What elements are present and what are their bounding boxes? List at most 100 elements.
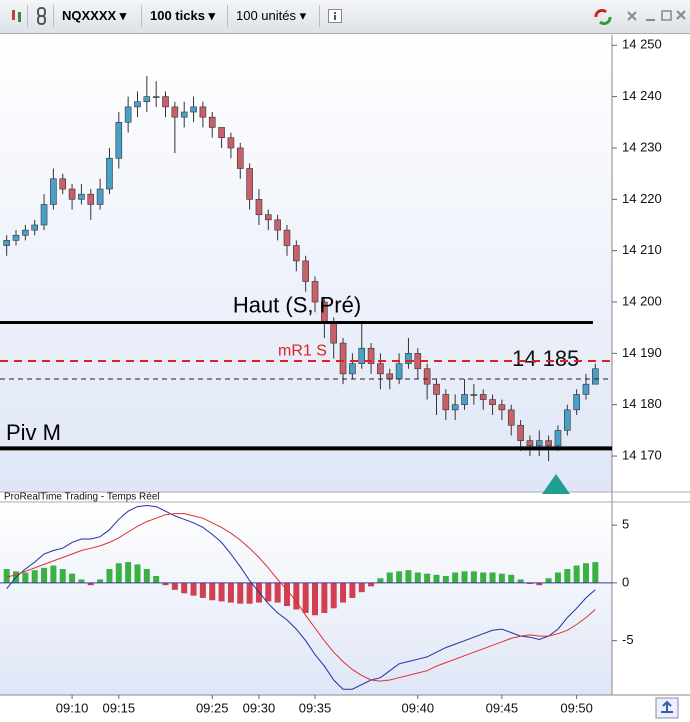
candle-body [59, 178, 67, 190]
candle-body [293, 245, 300, 262]
y-tick-label: 14 250 [622, 37, 662, 52]
link-icon[interactable] [30, 5, 54, 27]
candle-body [563, 409, 571, 431]
histogram-bar [377, 578, 384, 583]
histogram-bar [237, 582, 244, 604]
candle-body [3, 240, 10, 246]
histogram-bar [3, 569, 10, 583]
histogram-bar [97, 579, 104, 583]
histogram-bar [41, 567, 48, 583]
histogram-bar [31, 570, 38, 583]
window-controls[interactable] [592, 7, 688, 27]
info-button[interactable] [322, 5, 348, 27]
symbol: NQXXXX [62, 8, 117, 23]
histogram-bar [87, 582, 94, 586]
candle-body [218, 127, 225, 138]
histogram-bar [22, 572, 29, 583]
candle-body [106, 157, 113, 190]
indicator-line [6, 504, 596, 690]
chart-icon[interactable] [4, 5, 28, 27]
histogram-bar [405, 570, 412, 583]
histogram-bar [498, 573, 505, 583]
x-tick-label: 09:30 [243, 700, 276, 715]
histogram-bar [461, 571, 468, 583]
scroll-icon [661, 700, 673, 713]
y-tick-label: 14 230 [622, 139, 662, 154]
candle-body [302, 260, 309, 282]
candle-body [330, 322, 338, 344]
candle-body [405, 353, 412, 364]
candle-body [498, 404, 506, 411]
histogram-bar [508, 574, 515, 583]
y-tick-label: 14 190 [622, 345, 662, 360]
histogram-bar [302, 582, 309, 613]
candle-body [236, 147, 244, 169]
candle-body [554, 430, 562, 447]
histogram-bar [545, 578, 552, 583]
candle-body [264, 214, 272, 221]
candle-body [274, 219, 281, 231]
candle-body [31, 224, 39, 231]
x-tick-label: 09:10 [56, 700, 89, 715]
histogram-bar [573, 565, 580, 583]
histogram-bar [433, 574, 440, 583]
y-tick-label: 5 [622, 517, 629, 532]
candle-body [180, 111, 188, 118]
candle-body [451, 404, 459, 411]
candle-body [40, 204, 48, 226]
y-tick-label: -5 [622, 632, 634, 647]
histogram-bar [386, 572, 393, 583]
histogram-bar [106, 569, 113, 583]
level-label: Piv M [6, 420, 61, 445]
histogram-bar [349, 582, 356, 598]
candle-body [311, 281, 319, 303]
candle-body [414, 353, 422, 370]
candle-body [50, 178, 57, 205]
candle-body [124, 106, 132, 123]
histogram-bar [358, 582, 365, 593]
candle-body [339, 342, 347, 375]
histogram-bar [554, 572, 561, 583]
candle-body [134, 101, 141, 108]
histogram-bar [414, 572, 421, 583]
indicator-line [6, 513, 596, 682]
units: 100 unités [236, 8, 296, 23]
units-selector[interactable]: 100 unités ▾ [230, 5, 320, 27]
y-tick-label: 14 200 [622, 293, 662, 308]
candle-body [143, 96, 151, 103]
y-tick-label: 14 240 [622, 88, 662, 103]
histogram-bar [396, 571, 403, 583]
x-tick-label: 09:40 [402, 700, 435, 715]
candle-body [461, 394, 468, 406]
histogram-bar [442, 575, 449, 583]
toolbar: NQXXXX ▾ 100 ticks ▾ 100 unités ▾ [0, 0, 690, 34]
candle-body [115, 121, 123, 159]
candle-body [12, 234, 20, 241]
histogram-bar [340, 582, 347, 603]
histogram-bar [50, 565, 57, 583]
signal-marker [542, 474, 570, 494]
histogram-bar [227, 582, 234, 603]
histogram-bar [526, 582, 533, 585]
x-tick-label: 09:45 [486, 700, 519, 715]
last-price-label: 14 185 [512, 346, 579, 371]
chart: ProRealTime Trading - Temps Réel 09:10 09… [0, 35, 690, 719]
candle-body [283, 229, 291, 246]
histogram-bar [321, 582, 328, 613]
candle-body [96, 188, 104, 205]
histogram-bar [125, 562, 132, 583]
symbol-selector[interactable]: NQXXXX ▾ [56, 5, 142, 27]
y-tick-label: 0 [622, 574, 629, 589]
candle-body [22, 229, 29, 236]
x-tick-label: 09:15 [103, 700, 136, 715]
interval-selector[interactable]: 100 ticks ▾ [144, 5, 228, 27]
histogram-bar [209, 582, 216, 601]
histogram-bar [199, 582, 206, 598]
histogram-bar [592, 562, 599, 583]
histogram-bar [283, 582, 290, 607]
candle-body [190, 106, 197, 113]
candle-body [255, 199, 263, 216]
histogram-bar [143, 569, 150, 583]
histogram-bar [564, 569, 571, 583]
